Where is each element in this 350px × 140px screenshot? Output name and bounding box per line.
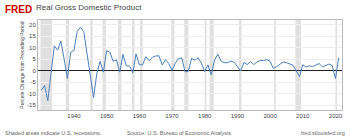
svg-text:10: 10 [29, 45, 36, 51]
svg-text:1990: 1990 [231, 113, 245, 119]
svg-text:2010: 2010 [296, 113, 310, 119]
svg-text:-5: -5 [30, 79, 36, 85]
svg-text:Shaded areas indicate U.S. rec: Shaded areas indicate U.S. recessions. [5, 130, 102, 136]
svg-text:2000: 2000 [263, 113, 277, 119]
svg-text:0: 0 [32, 68, 36, 74]
svg-text:5: 5 [32, 56, 36, 62]
svg-text:1980: 1980 [198, 113, 212, 119]
svg-text:2020: 2020 [329, 113, 343, 119]
svg-text:FRED: FRED [5, 4, 32, 15]
svg-text:20: 20 [29, 22, 36, 28]
svg-text:1970: 1970 [165, 113, 179, 119]
svg-text:1940: 1940 [67, 113, 81, 119]
svg-text:-10: -10 [27, 91, 36, 97]
svg-text:-15: -15 [27, 102, 36, 108]
svg-text:Source: U.S. Bureau of Economi: Source: U.S. Bureau of Economic Analysis [127, 130, 231, 136]
svg-text:Percent Change from Preceding: Percent Change from Preceding Period [19, 21, 25, 108]
svg-text:fred.stlouisfed.org: fred.stlouisfed.org [301, 130, 345, 136]
svg-text:Real Gross Domestic Product: Real Gross Domestic Product [36, 3, 142, 12]
svg-text:1960: 1960 [133, 113, 147, 119]
svg-text:1950: 1950 [100, 113, 114, 119]
svg-text:15: 15 [29, 33, 36, 39]
